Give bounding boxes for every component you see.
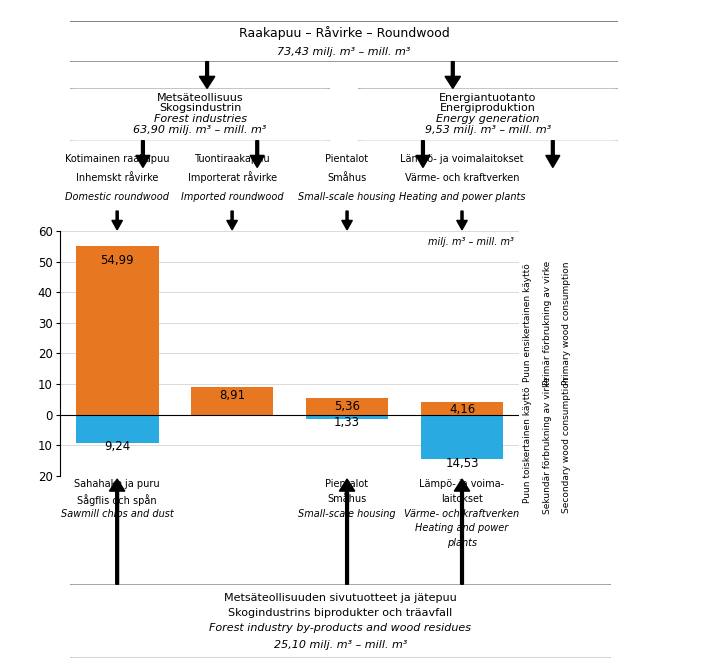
Text: Småhus: Småhus [327, 494, 366, 504]
Text: Kotimainen raakapuu: Kotimainen raakapuu [65, 154, 169, 164]
Text: Heating and power plants: Heating and power plants [399, 192, 525, 202]
Text: Sahahake ja puru: Sahahake ja puru [74, 479, 160, 489]
Bar [76, 247, 159, 415]
Text: laitokset: laitokset [441, 494, 483, 504]
Text: Puun toiskertainen käyttö: Puun toiskertainen käyttö [523, 387, 532, 503]
Text: Pientalot: Pientalot [326, 479, 369, 489]
Text: Small-scale housing: Small-scale housing [298, 509, 396, 519]
Text: Sawmill chips and dust: Sawmill chips and dust [61, 509, 173, 519]
Text: Energy generation: Energy generation [436, 114, 540, 124]
Text: 5,36: 5,36 [334, 400, 360, 413]
Text: Small-scale housing: Small-scale housing [298, 192, 396, 202]
Text: 14,53: 14,53 [445, 456, 479, 470]
Text: 9,24: 9,24 [104, 440, 131, 454]
Text: Lämpö- ja voimalaitokset: Lämpö- ja voimalaitokset [400, 154, 524, 164]
Text: Raakapuu – Råvirke – Roundwood: Raakapuu – Råvirke – Roundwood [239, 25, 449, 40]
Text: 63,90 milj. m³ – mill. m³: 63,90 milj. m³ – mill. m³ [133, 125, 267, 135]
Text: Forest industry by-products and wood residues: Forest industry by-products and wood res… [209, 624, 472, 633]
Text: Skogsindustrin: Skogsindustrin [159, 103, 241, 113]
Text: Metsäteollisuuden sivutuotteet ja jätepuu: Metsäteollisuuden sivutuotteet ja jätepu… [224, 592, 457, 602]
FancyBboxPatch shape [48, 584, 633, 659]
Text: Forest industries: Forest industries [154, 114, 246, 124]
Text: Värme- och kraftverken: Värme- och kraftverken [405, 173, 519, 183]
Text: Värme- och kraftverken: Värme- och kraftverken [404, 509, 519, 519]
FancyBboxPatch shape [60, 87, 340, 142]
Text: Imported roundwood: Imported roundwood [181, 192, 284, 202]
Text: Skogindustrins biprodukter och träavfall: Skogindustrins biprodukter och träavfall [228, 608, 453, 618]
Text: Importerat råvirke: Importerat råvirke [187, 171, 277, 183]
Text: 8,91: 8,91 [219, 389, 245, 402]
Text: Pientalot: Pientalot [326, 154, 369, 164]
Text: Energiproduktion: Energiproduktion [440, 103, 536, 113]
Bar [76, 415, 159, 443]
Bar [420, 402, 503, 415]
Text: Inhemskt råvirke: Inhemskt råvirke [76, 173, 159, 183]
Bar [420, 415, 503, 459]
Text: Sekundär förbrukning av virke: Sekundär förbrukning av virke [543, 377, 552, 514]
Bar [305, 398, 388, 415]
Bar [191, 387, 274, 415]
Text: Secondary wood consumption: Secondary wood consumption [562, 377, 571, 513]
Text: Lämpö- ja voima-: Lämpö- ja voima- [419, 479, 505, 489]
Text: Primär förbrukning av virke: Primär förbrukning av virke [543, 261, 552, 385]
Text: 9,53 milj. m³ – mill. m³: 9,53 milj. m³ – mill. m³ [425, 125, 551, 135]
Text: 4,16: 4,16 [449, 403, 475, 416]
Text: 1,33: 1,33 [334, 416, 360, 429]
Text: Puun ensikertainen käyttö: Puun ensikertainen käyttö [523, 263, 532, 382]
Text: 54,99: 54,99 [100, 254, 134, 267]
FancyBboxPatch shape [40, 21, 648, 62]
Text: 73,43 milj. m³ – mill. m³: 73,43 milj. m³ – mill. m³ [277, 47, 411, 56]
Text: Metsäteollisuus: Metsäteollisuus [157, 93, 244, 103]
Text: Tuontiraakapuu: Tuontiraakapuu [194, 154, 270, 164]
Text: Primary wood consumption: Primary wood consumption [562, 261, 571, 385]
FancyBboxPatch shape [347, 87, 628, 142]
Text: Sågflis och spån: Sågflis och spån [77, 494, 157, 506]
Text: 25,10 milj. m³ – mill. m³: 25,10 milj. m³ – mill. m³ [274, 640, 407, 650]
Text: Heating and power: Heating and power [416, 523, 509, 533]
Bar [305, 415, 388, 419]
Text: plants: plants [447, 538, 477, 548]
Text: Domestic roundwood: Domestic roundwood [65, 192, 169, 202]
Text: Energiantuotanto: Energiantuotanto [439, 93, 536, 103]
Text: Småhus: Småhus [327, 173, 366, 183]
Text: milj. m³ – mill. m³: milj. m³ – mill. m³ [428, 237, 514, 247]
